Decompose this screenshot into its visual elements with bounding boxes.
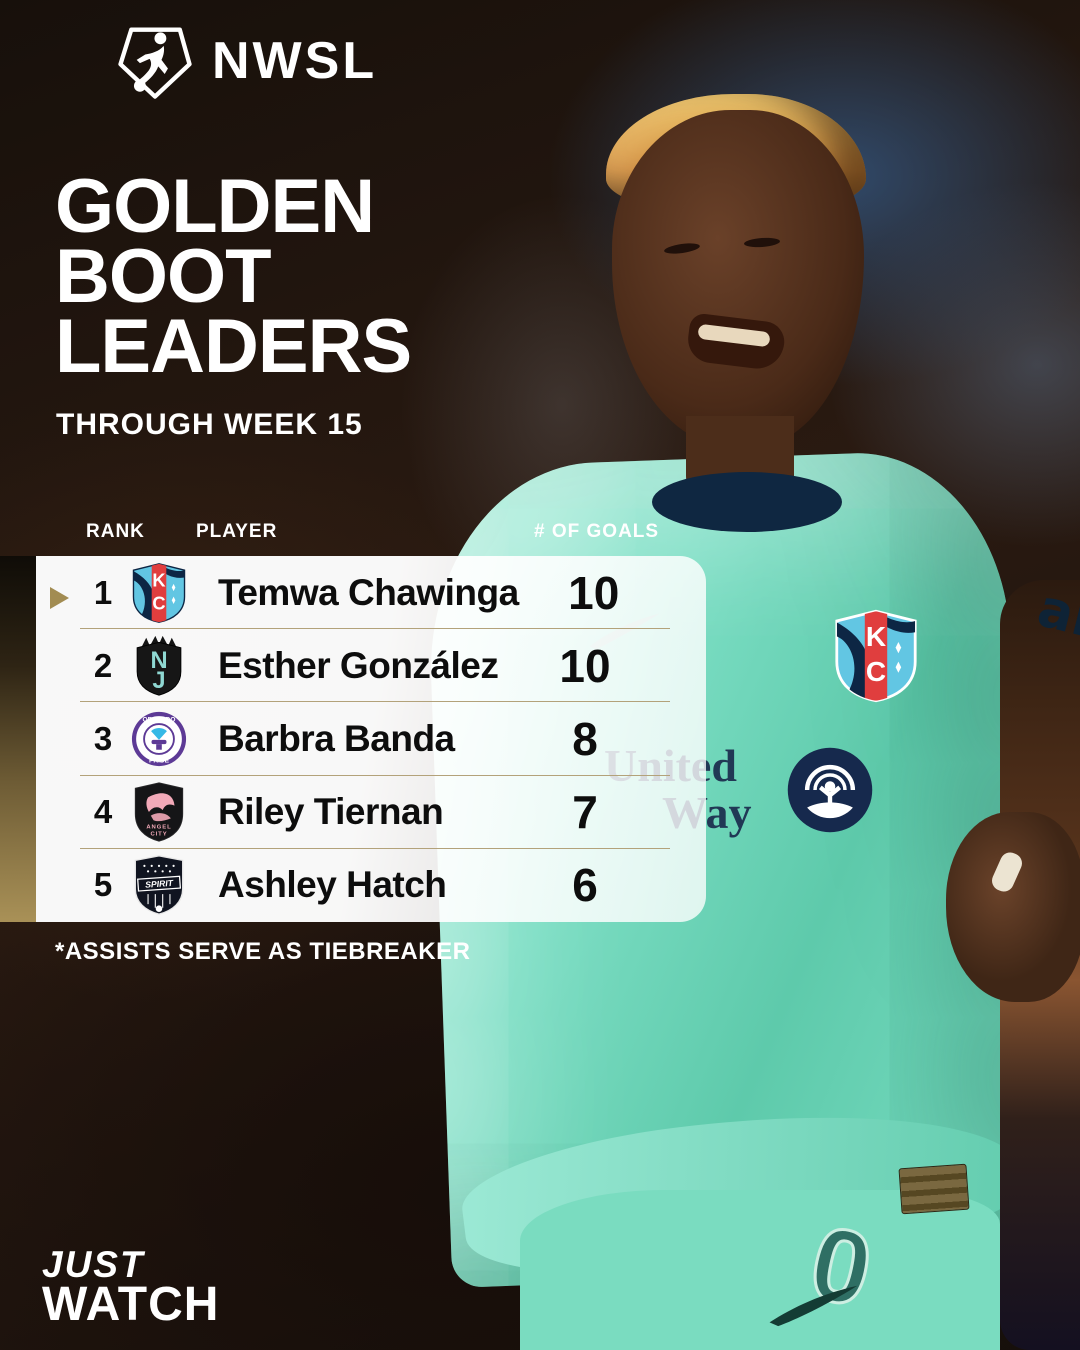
goals-value: 6 [572,859,598,912]
rank-value: 2 [93,646,113,684]
player-name: Esther González [218,644,499,686]
badge-arc-text: ORLANDO [143,717,176,724]
column-header-rank: RANK [86,521,145,542]
table-row: 2 N J Esther González 10 [36,629,706,703]
player-head [612,110,864,448]
orlando-pride-badge-icon: ORLANDO PRIDE [131,711,187,767]
player-name: Temwa Chawinga [218,571,519,613]
goals-value: 7 [572,786,598,839]
gotham-fc-badge-icon: N J [136,635,182,696]
table-row: 4 ANGEL CITY Riley Tiernan 7 [36,776,706,850]
crest-letter: C [866,656,886,687]
leaderboard-card: 1 K C Temwa Chawinga 10 2 [36,556,706,922]
league-wordmark: NWSL [212,32,378,90]
rank-value: 4 [93,793,113,831]
player-name: Riley Tiernan [218,791,444,833]
footnote: *ASSISTS SERVE AS TIEBREAKER [55,938,471,965]
goals-value: 8 [572,713,598,765]
badge-text: CITY [150,831,167,837]
badge-banner-text: SPIRIT [145,878,174,890]
kc-crest-jersey-icon: K C [835,609,917,703]
watermark: JUST WATCH [42,1244,220,1331]
title-line-1: GOLDEN [55,164,375,249]
column-header-player: PLAYER [196,521,278,542]
column-header-goals: # OF GOALS [534,521,660,542]
header: NWSL [116,20,377,102]
subtitle: THROUGH WEEK 15 [56,408,363,441]
washington-spirit-badge-icon: SPIRIT [134,855,184,916]
title-line-3: LEADERS [55,304,412,389]
badge-letter: J [152,668,165,694]
jersey-collar [652,472,842,532]
badge-letter: N [150,648,167,674]
watermark-line-2: WATCH [42,1278,220,1331]
table-row: 3 ORLANDO PRIDE Barbra Banda 8 [36,702,706,776]
table-row: 5 SPIRIT Ashley Hatch 6 [36,849,706,922]
title-line-2: BOOT [55,234,272,319]
player-name: Barbra Banda [218,718,455,759]
rank-value: 5 [93,866,113,904]
badge-text: ANGEL [146,825,171,831]
angel-city-fc-badge-icon: ANGEL CITY [134,782,184,842]
page-title: GOLDEN BOOT LEADERS [55,164,412,389]
united-way-logo-icon [787,747,873,833]
rank-value: 1 [93,573,113,611]
badge-letter: K [152,569,165,590]
player-hand [946,812,1080,1002]
watermark-line-1: JUST [42,1244,145,1285]
nwsl-crest-icon [118,27,192,99]
goals-value: 10 [568,566,620,619]
jock-tag [898,1163,970,1215]
leader-arrow-icon [50,587,69,609]
goals-value: 10 [559,639,611,692]
gold-accent-bar [0,556,36,922]
shorts [520,1190,1000,1350]
badge-letter: C [152,592,165,613]
player-name: Ashley Hatch [218,864,447,906]
kansas-city-current-badge-icon: K C [132,562,186,623]
crest-letter: K [866,621,886,652]
nike-swoosh-icon [769,1285,858,1327]
badge-arc-text: PRIDE [149,757,170,764]
table-row: 1 K C Temwa Chawinga 10 [36,556,706,630]
rank-value: 3 [93,720,113,757]
